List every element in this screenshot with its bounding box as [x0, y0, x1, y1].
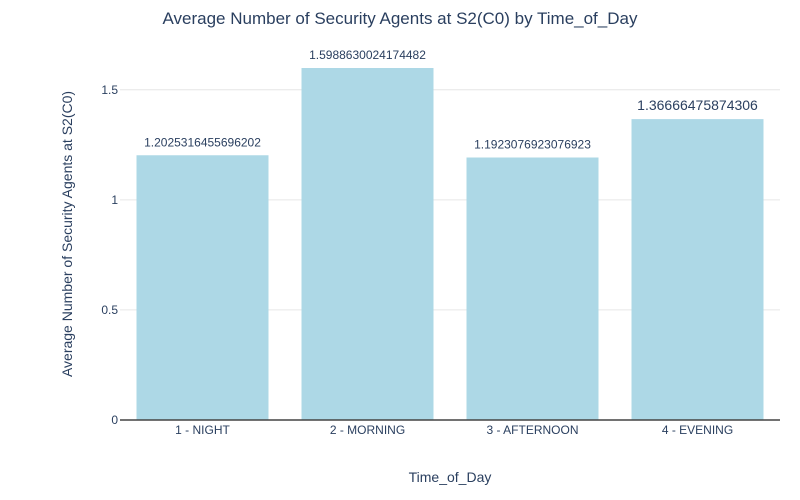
y-tick-label: 1.5	[101, 83, 118, 97]
bar	[631, 119, 764, 421]
x-tick-label: 1 - NIGHT	[175, 423, 230, 437]
x-axis-ticks: 1 - NIGHT 2 - MORNING 3 - AFTERNOON 4 - EVE…	[175, 423, 733, 437]
bar	[466, 157, 599, 420]
y-tick-label: 0	[111, 413, 118, 427]
bars	[136, 68, 764, 421]
bar	[301, 68, 434, 420]
bar-value-labels: 1.2025316455696202 1.5988630024174482 1.19…	[144, 48, 758, 152]
bar-value-label: 1.1923076923076923	[474, 138, 591, 152]
y-tick-label: 1	[111, 193, 118, 207]
x-tick-label: 4 - EVENING	[662, 423, 733, 437]
y-tick-label: 0.5	[101, 303, 118, 317]
bar-value-label: 1.2025316455696202	[144, 135, 261, 149]
bar-value-label: 1.36666475874306	[637, 97, 758, 113]
x-axis-title: Time_of_Day	[409, 469, 492, 485]
x-tick-label: 2 - MORNING	[330, 423, 405, 437]
bar-value-label: 1.5988630024174482	[309, 48, 426, 62]
x-tick-label: 3 - AFTERNOON	[486, 423, 578, 437]
y-axis-ticks: 0 0.5 1 1.5	[101, 83, 118, 427]
y-axis-title: Average Number of Security Agents at S2(…	[59, 91, 75, 377]
bar	[136, 155, 269, 421]
chart-title: Average Number of Security Agents at S2(…	[163, 9, 638, 28]
